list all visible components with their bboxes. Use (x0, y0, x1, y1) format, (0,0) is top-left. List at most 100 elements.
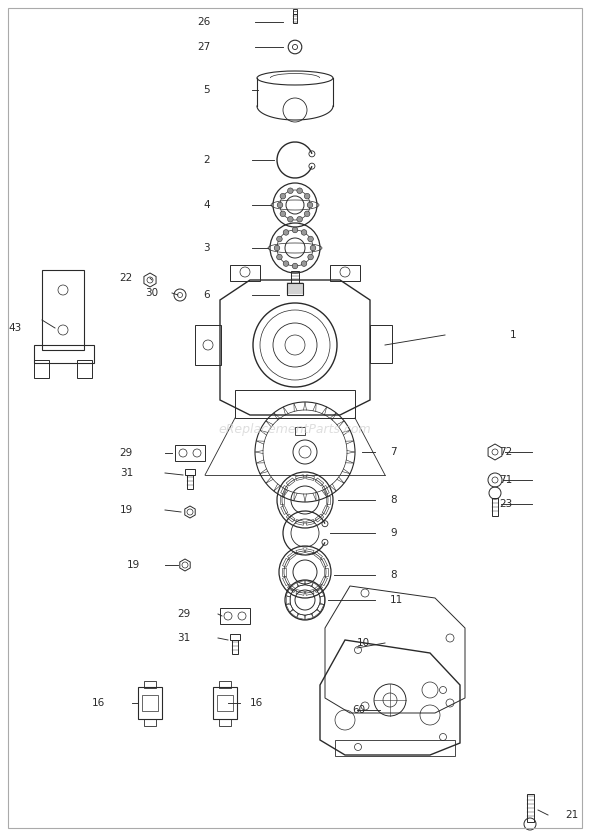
Bar (290, 583, 299, 591)
Bar (283, 558, 290, 568)
Bar (235, 390, 355, 418)
Bar (306, 548, 314, 554)
Bar (326, 496, 330, 504)
Bar (304, 580, 313, 586)
Bar (295, 427, 305, 435)
Bar (34, 360, 49, 378)
Bar (287, 552, 296, 559)
Bar (306, 589, 314, 595)
Text: 16: 16 (250, 698, 263, 708)
Text: 9: 9 (390, 528, 396, 538)
Text: 31: 31 (120, 468, 133, 478)
Bar (195, 325, 221, 365)
Bar (217, 695, 233, 711)
Circle shape (277, 237, 282, 242)
Bar (293, 8, 297, 14)
Bar (220, 608, 250, 624)
Bar (286, 478, 295, 486)
Circle shape (280, 211, 286, 217)
Circle shape (287, 188, 293, 194)
Text: 7: 7 (390, 447, 396, 457)
Text: 11: 11 (390, 595, 403, 605)
Text: 19: 19 (120, 505, 133, 515)
Bar (304, 614, 313, 619)
Bar (320, 558, 327, 568)
Text: 2: 2 (204, 155, 210, 165)
Text: eReplacementParts.com: eReplacementParts.com (219, 424, 371, 436)
Bar (322, 486, 329, 494)
Bar (312, 583, 320, 591)
Bar (77, 360, 92, 378)
Circle shape (297, 188, 303, 194)
Text: 26: 26 (196, 17, 210, 27)
Bar (286, 589, 293, 597)
Circle shape (301, 261, 307, 267)
Bar (281, 486, 288, 494)
Bar (296, 475, 304, 481)
Circle shape (310, 245, 316, 251)
Bar (287, 283, 303, 295)
Circle shape (283, 261, 289, 267)
Bar (296, 589, 304, 595)
Text: 19: 19 (127, 560, 140, 570)
Bar (370, 325, 392, 363)
Circle shape (287, 217, 293, 222)
Text: 72: 72 (499, 447, 512, 457)
Bar (286, 514, 295, 522)
Bar (317, 589, 324, 597)
Bar (283, 577, 290, 585)
Text: 31: 31 (177, 633, 190, 643)
Text: 16: 16 (92, 698, 105, 708)
Text: 4: 4 (204, 200, 210, 210)
Bar (286, 603, 293, 612)
Bar (492, 498, 498, 516)
Circle shape (308, 237, 313, 242)
Text: 3: 3 (204, 243, 210, 253)
Bar (320, 577, 327, 585)
Circle shape (277, 254, 282, 260)
Bar (320, 596, 324, 604)
Bar (287, 584, 296, 593)
Bar (317, 603, 324, 612)
Bar (306, 475, 314, 481)
Text: 29: 29 (120, 448, 133, 458)
Text: 23: 23 (499, 499, 512, 509)
Bar (324, 568, 328, 576)
Circle shape (283, 230, 289, 235)
Bar (315, 478, 324, 486)
Bar (297, 614, 306, 619)
Circle shape (297, 217, 303, 222)
Circle shape (292, 227, 298, 232)
Text: 8: 8 (390, 570, 396, 580)
Bar (315, 514, 324, 522)
Text: 10: 10 (357, 638, 370, 648)
Bar (213, 687, 237, 719)
Bar (34, 345, 94, 363)
Bar (230, 265, 260, 281)
Bar (293, 14, 297, 23)
Bar (335, 740, 455, 756)
Bar (290, 609, 299, 617)
Circle shape (280, 193, 286, 199)
Text: 8: 8 (390, 495, 396, 505)
Text: 21: 21 (565, 810, 578, 820)
Bar (230, 634, 240, 640)
Bar (144, 681, 156, 688)
Circle shape (277, 202, 283, 208)
Text: 5: 5 (204, 85, 210, 95)
Bar (280, 496, 284, 504)
Text: 29: 29 (177, 609, 190, 619)
Bar (296, 548, 304, 554)
Bar (306, 520, 314, 525)
Text: 22: 22 (120, 273, 133, 283)
Bar (185, 469, 195, 475)
Circle shape (304, 211, 310, 217)
Text: 27: 27 (196, 42, 210, 52)
Bar (291, 271, 299, 283)
Text: 60: 60 (352, 705, 365, 715)
Text: 43: 43 (9, 323, 22, 333)
Bar (142, 695, 158, 711)
Bar (144, 719, 156, 726)
Bar (232, 640, 238, 654)
Bar (175, 445, 205, 461)
